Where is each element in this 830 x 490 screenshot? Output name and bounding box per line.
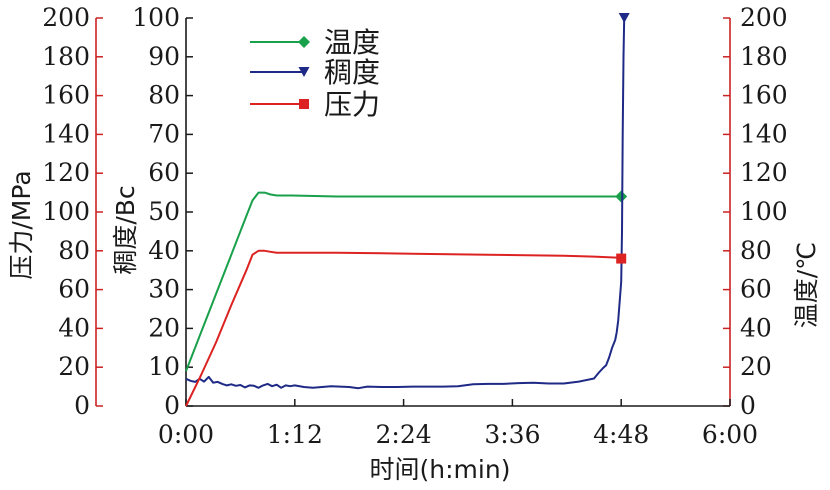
temperature-axis-tick-label: 0 bbox=[740, 391, 756, 420]
pressure-series-line bbox=[185, 249, 622, 407]
pressure-axis-tick-label: 40 bbox=[58, 313, 90, 342]
legend-label-temperature: 温度 bbox=[324, 26, 380, 59]
temperature-axis-tick-label: 160 bbox=[740, 81, 788, 110]
consistency-axis-tick-label: 20 bbox=[148, 313, 180, 342]
consistency-axis-title: 稠度/Bc bbox=[111, 185, 140, 274]
chart-plot-area bbox=[185, 13, 630, 407]
temperature-axis-tick-label: 120 bbox=[740, 158, 788, 187]
consistency-axis-tick-label: 80 bbox=[148, 81, 180, 110]
consistency-series-line bbox=[185, 17, 626, 390]
x-axis-tick-label: 4:48 bbox=[593, 420, 649, 449]
pressure-axis-tick-label: 160 bbox=[42, 81, 90, 110]
temperature-axis-tick-label: 20 bbox=[740, 352, 772, 381]
x-axis-tick-label: 2:24 bbox=[376, 420, 432, 449]
consistency-axis-tick-label: 10 bbox=[148, 352, 180, 381]
consistency-series-end-marker bbox=[618, 13, 630, 23]
temperature-axis-title: 温度/℃ bbox=[792, 242, 821, 329]
x-axis-title: 时间(h:min) bbox=[370, 455, 511, 484]
pressure-axis-tick-label: 60 bbox=[58, 275, 90, 304]
temperature-axis-tick-label: 40 bbox=[740, 313, 772, 342]
temperature-series-end-marker bbox=[615, 190, 628, 203]
pressure-axis-tick-label: 0 bbox=[74, 391, 90, 420]
legend-marker-consistency bbox=[298, 67, 310, 77]
consistency-axis-tick-label: 30 bbox=[148, 275, 180, 304]
x-axis-tick-label: 6:00 bbox=[702, 420, 758, 449]
temperature-axis-tick-label: 140 bbox=[740, 119, 788, 148]
pressure-axis-title: 压力/MPa bbox=[7, 170, 36, 279]
consistency-axis-tick-label: 40 bbox=[148, 236, 180, 265]
legend-marker-pressure bbox=[299, 99, 309, 109]
x-axis-tick-label: 3:36 bbox=[484, 420, 540, 449]
consistency-axis-tick-label: 50 bbox=[148, 197, 180, 226]
temperature-axis-tick-label: 180 bbox=[740, 42, 788, 71]
consistency-axis-tick-label: 60 bbox=[148, 158, 180, 187]
consistency-axis-tick-label: 100 bbox=[132, 3, 180, 32]
pressure-axis-tick-label: 180 bbox=[42, 42, 90, 71]
consistency-axis-tick-label: 0 bbox=[164, 391, 180, 420]
legend-label-consistency: 稠度 bbox=[324, 56, 380, 89]
temperature-axis-tick-label: 200 bbox=[740, 3, 788, 32]
pressure-axis-tick-label: 140 bbox=[42, 119, 90, 148]
chart-axes: 0204060801001201401601802000102030405060… bbox=[7, 3, 821, 484]
pressure-axis-tick-label: 20 bbox=[58, 352, 90, 381]
x-axis-tick-label: 1:12 bbox=[267, 420, 323, 449]
temperature-axis-tick-label: 100 bbox=[740, 197, 788, 226]
pressure-axis-tick-label: 80 bbox=[58, 236, 90, 265]
consistency-axis-tick-label: 90 bbox=[148, 42, 180, 71]
legend-marker-temperature bbox=[298, 36, 310, 48]
pressure-axis-tick-label: 100 bbox=[42, 197, 90, 226]
pressure-axis-tick-label: 120 bbox=[42, 158, 90, 187]
consistency-axis-tick-label: 70 bbox=[148, 119, 180, 148]
pressure-series-end-marker bbox=[616, 253, 627, 264]
temperature-axis-tick-label: 80 bbox=[740, 236, 772, 265]
legend-label-pressure: 压力 bbox=[324, 88, 380, 121]
temperature-axis-tick-label: 60 bbox=[740, 275, 772, 304]
temperature-series-line bbox=[185, 191, 622, 372]
x-axis-tick-label: 0:00 bbox=[158, 420, 214, 449]
pressure-axis-tick-label: 200 bbox=[42, 3, 90, 32]
